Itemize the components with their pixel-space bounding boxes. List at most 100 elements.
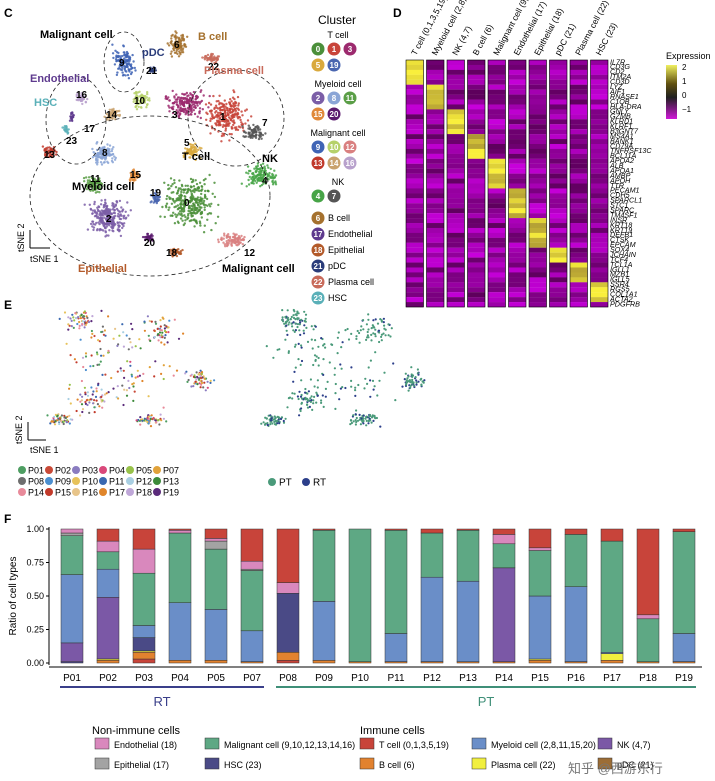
tsne-e-point-patient [206,386,209,389]
tsne-point-cluster-1 [230,100,233,103]
heat-cell [549,193,567,199]
tsne-e-point-group [410,373,413,376]
bars-ytick-label: 0.50 [26,591,44,601]
heat-cell [529,173,547,179]
tsne-point-cluster-1 [216,107,220,110]
tsne-point-cluster-1 [227,113,230,117]
tsne-e-point-group [370,421,373,424]
tsne-e-point-group [310,338,313,341]
heat-cell [529,297,547,303]
heat-cell [508,129,526,135]
heat-cell [447,114,465,120]
tsne-point-cluster-2 [107,214,110,217]
tsne-e-point-patient [159,319,162,322]
tsne-point-cluster-0 [193,204,196,207]
tsne-point-cluster-1 [209,117,212,120]
tsne-point-cluster-10 [139,95,142,98]
heat-cell [406,252,424,258]
tsne-point-cluster-19 [149,201,152,204]
heat-cell [488,79,506,85]
heat-cell [570,213,588,219]
tsne-e-point-patient [121,384,124,387]
tsne-point-cluster-12 [228,235,232,239]
tsne-point-cluster-3 [187,99,190,102]
tsne-point-cluster-1 [241,123,244,126]
heat-cell [426,74,444,80]
tsne-e-point-patient [91,315,94,318]
tsne-e-point-group [303,320,306,323]
tsne-point-cluster-0 [182,202,186,205]
heat-cell [406,139,424,145]
heat-cell [529,287,547,293]
tsne-e-point-group [266,422,269,425]
tsne-e-point-patient [67,328,70,331]
heat-cell [590,297,608,303]
tsne-point-cluster-7 [254,134,258,137]
tsne-point-cluster-2 [108,211,112,214]
tsne-e-point-patient [160,372,163,375]
tsne-point-cluster-1 [229,111,232,114]
tsne-point-cluster-8 [101,151,104,154]
heat-cell [549,218,567,224]
legend-swatch-t [359,737,375,750]
cluster-number-12: 12 [244,248,256,259]
tsne-point-cluster-23 [66,132,69,135]
tsne-point-cluster-11 [98,177,101,180]
tsne-point-cluster-0 [171,183,174,186]
heat-cell [570,99,588,105]
legend-label-23: HSC [328,293,348,303]
tsne-e-point-group [316,386,319,389]
tsne-e-point-group [367,336,370,339]
tsne-point-cluster-22 [205,56,208,59]
tsne-point-cluster-1 [224,105,227,108]
tsne-point-cluster-0 [182,188,185,191]
tsne-point-cluster-2 [96,215,100,218]
tsne-point-cluster-0 [176,208,180,211]
cluster-number-19: 19 [150,188,162,199]
tsne-point-cluster-2 [111,208,115,211]
tsne-point-cluster-9 [123,67,127,70]
tsne-e-point-patient [133,390,136,393]
tsne-point-cluster-3 [199,90,202,94]
tsne-e-point-group [380,335,383,338]
heat-cell [529,223,547,229]
heat-cell [406,158,424,164]
tsne-point-cluster-1 [220,140,223,143]
heat-cell [406,232,424,238]
tsne-point-cluster-3 [202,94,205,97]
tsne-point-cluster-12 [225,236,228,239]
tsne-point-cluster-14 [114,118,117,121]
tsne-e-point-group [371,379,375,382]
tsne-e-point-group [382,321,385,324]
tsne-e-point-group [384,334,387,337]
tsne-point-cluster-15 [129,179,132,183]
tsne-e-point-patient [126,360,129,363]
tsne-point-cluster-1 [222,103,225,106]
tsne-e-point-patient [93,411,96,414]
bar-segment-endothelial [204,538,228,542]
tsne-e-point-group [311,347,314,350]
heat-cell [529,208,547,214]
tsne-point-cluster-7 [241,125,244,128]
tsne-e-point-group [300,401,303,404]
tsne-point-cluster-7 [252,123,255,127]
bar-segment-myeloid [60,574,84,644]
patient-legend-dot [18,488,26,496]
tsne-e-point-patient [161,331,164,334]
tsne-e-point-patient [80,313,83,316]
tsne-e-point-group [324,387,327,390]
tsne-point-cluster-1 [221,113,225,116]
heat-cell [447,267,465,273]
heat-cell [508,178,526,184]
tsne-e-point-patient [146,420,149,423]
heat-cell [549,69,567,75]
bars-xtick-label: P16 [567,673,585,684]
tsne-point-cluster-11 [92,178,95,181]
heat-cell [529,272,547,278]
tsne-point-cluster-22 [206,59,209,62]
tsne-point-cluster-0 [163,181,166,184]
tsne-point-cluster-15 [130,173,133,176]
tsne-point-cluster-8 [111,152,115,156]
tsne-point-cluster-15 [131,181,135,185]
tsne-point-cluster-0 [200,212,203,215]
